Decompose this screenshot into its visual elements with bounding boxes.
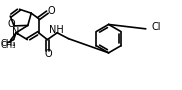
Text: N: N bbox=[12, 27, 20, 37]
Text: O: O bbox=[44, 49, 52, 59]
Text: O: O bbox=[8, 19, 15, 29]
Text: O: O bbox=[47, 6, 55, 16]
Text: NH: NH bbox=[49, 25, 64, 35]
Text: CH₃: CH₃ bbox=[1, 41, 17, 50]
Text: CH₃: CH₃ bbox=[1, 39, 16, 48]
Text: Cl: Cl bbox=[152, 22, 161, 32]
